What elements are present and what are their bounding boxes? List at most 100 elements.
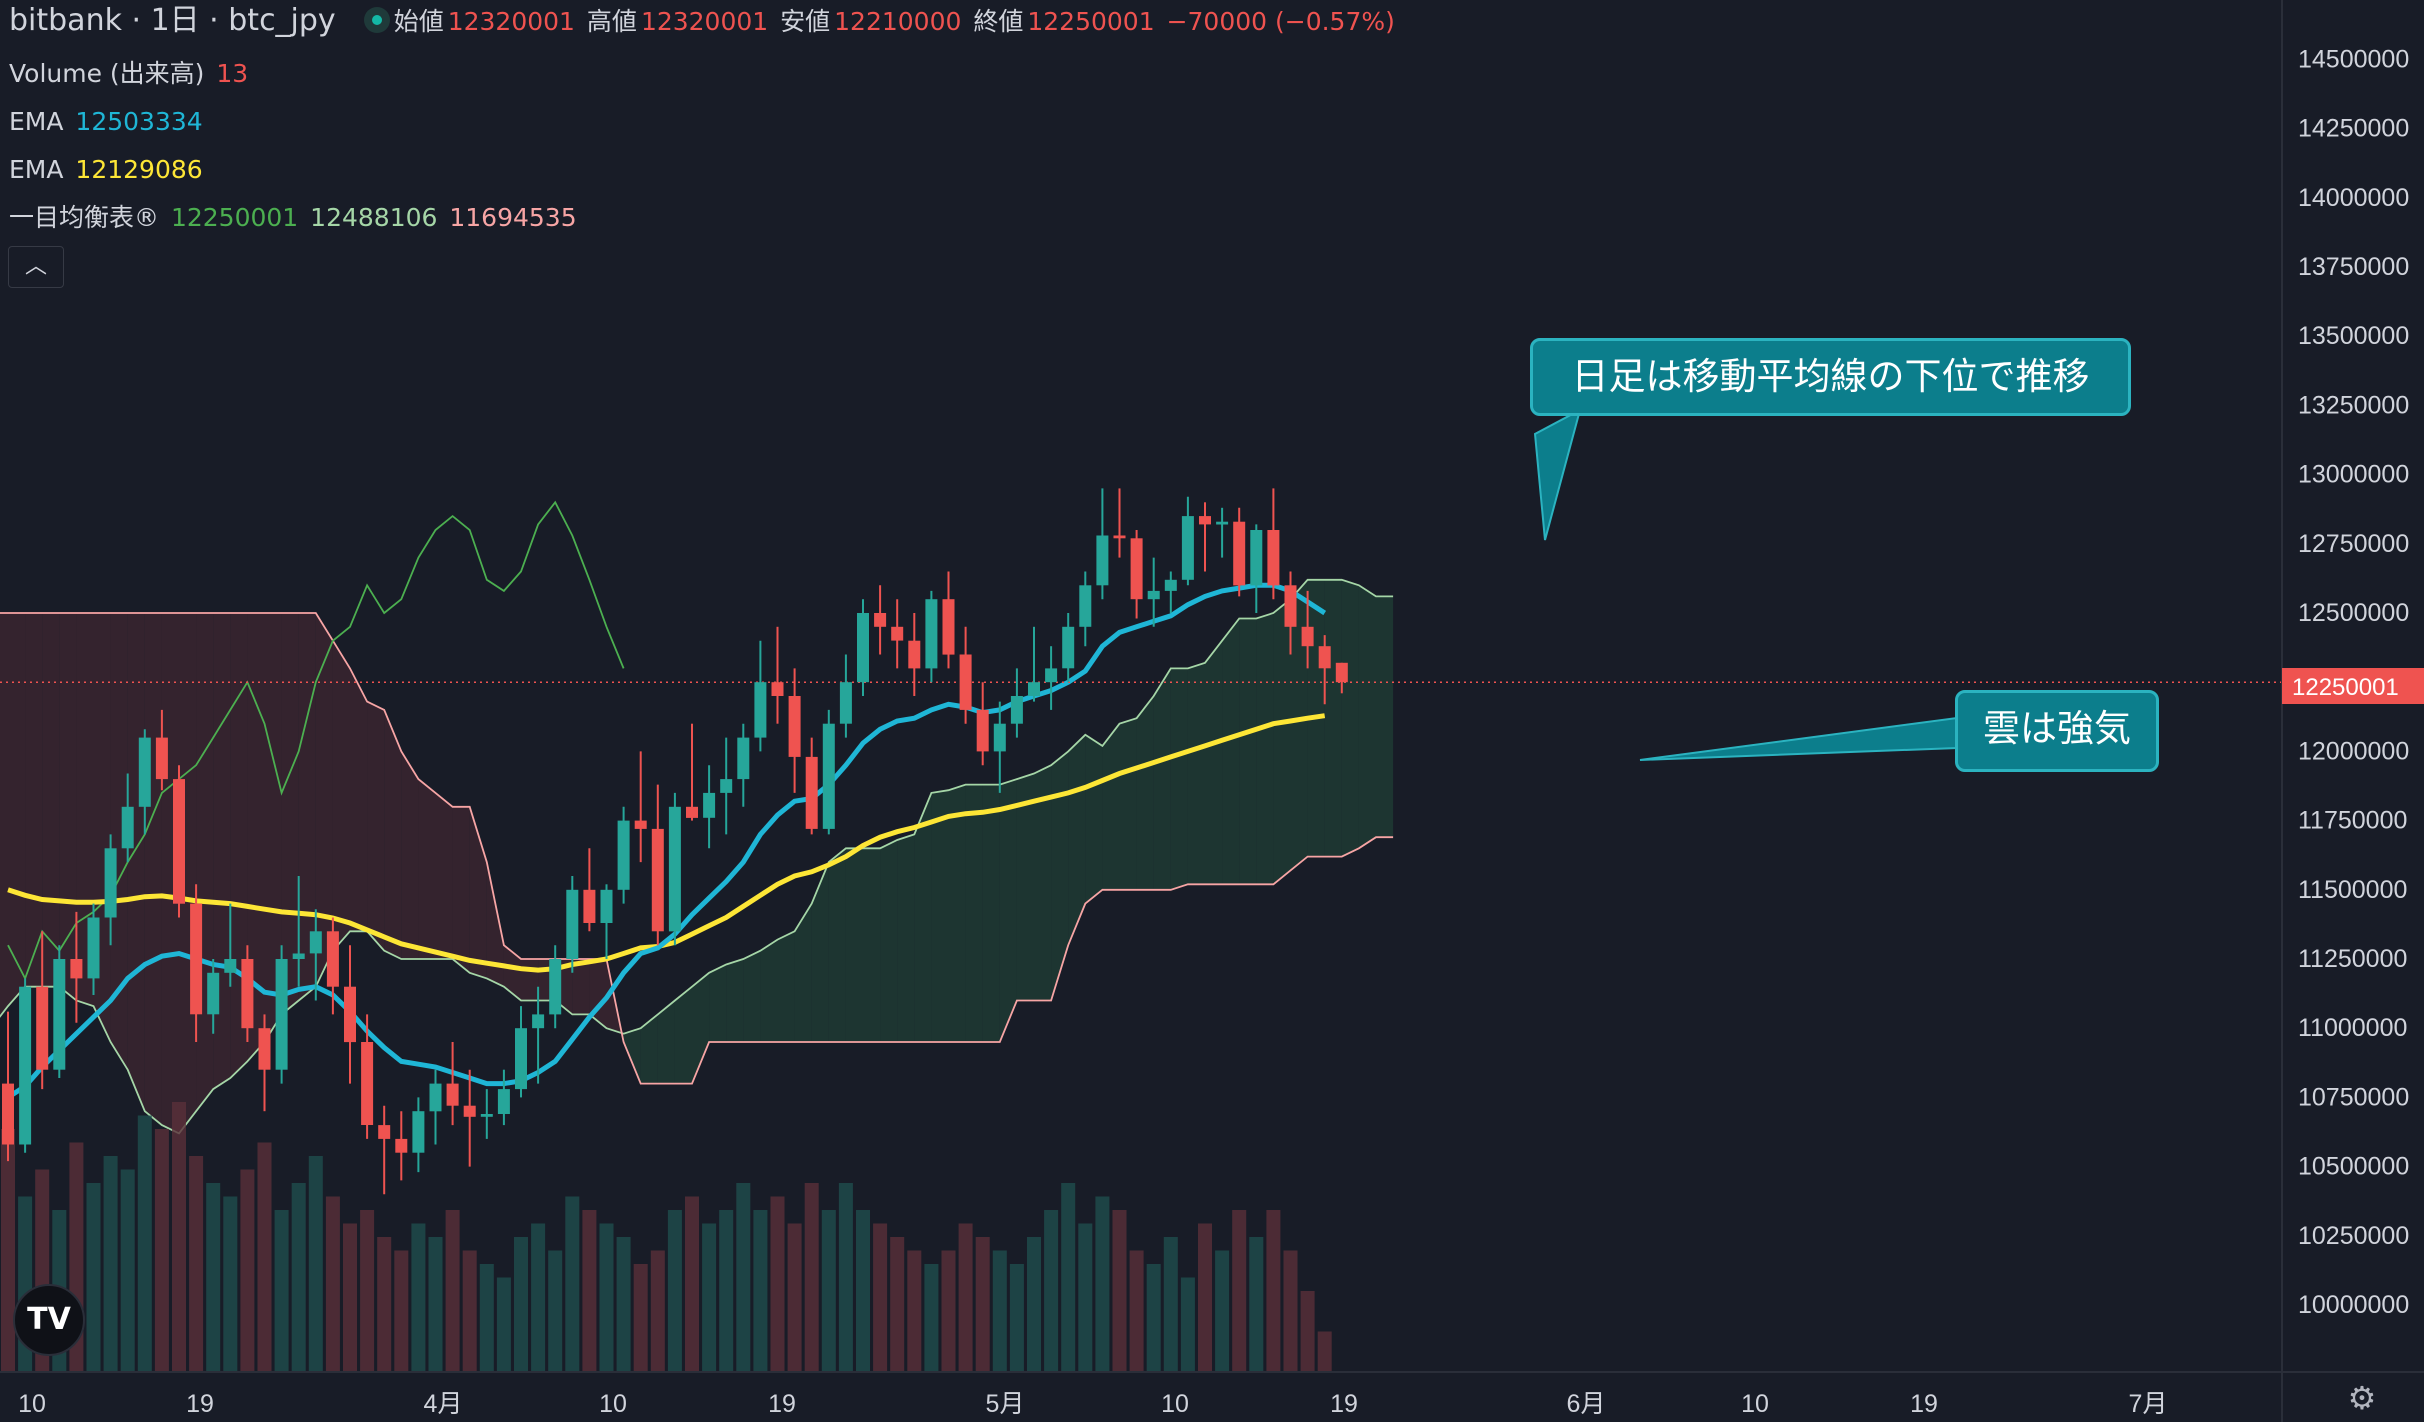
cloud-segment [794, 903, 812, 1042]
volume-bar [650, 1250, 665, 1372]
candle-body [1147, 590, 1160, 600]
volume-bar [753, 1210, 768, 1372]
candle-body [566, 889, 579, 959]
candle-body [959, 654, 972, 710]
volume-bar [770, 1196, 785, 1372]
candle-body [942, 599, 955, 655]
ema1-legend[interactable]: EMA 12503334 [9, 105, 207, 139]
cloud-segment [213, 613, 231, 1090]
current-price-tag: 12250001 [2292, 674, 2399, 701]
volume-bar [154, 1129, 169, 1372]
candle-body [241, 959, 254, 1029]
cloud-segment [657, 1000, 675, 1084]
symbol-title[interactable]: bitbank · 1日 · btc_jpy [9, 3, 336, 38]
cloud-segment [350, 668, 368, 932]
change-value: −70000 (−0.57%) [1166, 7, 1395, 36]
volume-bar [377, 1237, 392, 1372]
annotation-callout-1[interactable]: 日足は移動平均線の下位で推移 [1530, 338, 2131, 416]
x-tick-label: 10 [1161, 1390, 1189, 1418]
candle-body [1301, 626, 1314, 647]
volume-legend[interactable]: Volume (出来高) 13 [9, 57, 252, 91]
volume-bar [719, 1210, 734, 1372]
candle-body [1028, 682, 1040, 696]
volume-bar [1, 1129, 15, 1372]
annotation-callout-2[interactable]: 雲は強気 [1955, 690, 2159, 772]
close-label: 終値 [973, 7, 1024, 36]
cloud-segment [726, 959, 744, 1042]
cloud-segment [709, 964, 727, 1042]
y-tick-label: 14000000 [2298, 184, 2409, 212]
y-tick-label: 13750000 [2298, 253, 2409, 281]
x-tick-label: 4月 [424, 1390, 463, 1418]
cloud-segment [264, 613, 282, 1042]
y-tick-label: 13250000 [2298, 391, 2409, 419]
volume-bar [206, 1183, 221, 1372]
header-row: bitbank · 1日 · btc_jpy 始値 12320001 高値 12320… [9, 4, 1399, 39]
cloud-segment [880, 840, 898, 1042]
volume-bar [907, 1250, 922, 1372]
senkou-span-b [0, 612, 1394, 1085]
volume-bar [274, 1210, 289, 1372]
tradingview-logo[interactable]: TV [13, 1284, 85, 1356]
cloud-segment [1256, 613, 1274, 885]
y-tick-label: 12500000 [2298, 599, 2409, 627]
candle-body [651, 828, 664, 932]
ichimoku-legend[interactable]: 一目均衡表® 12250001 12488106 11694535 [9, 201, 581, 235]
volume-bar [804, 1183, 819, 1372]
cloud-segment [777, 931, 795, 1042]
x-tick-label: 10 [599, 1390, 627, 1418]
candle-body [857, 613, 869, 683]
cloud-segment [1273, 599, 1291, 885]
cloud-segment [1085, 734, 1103, 904]
candle-body [1096, 535, 1109, 586]
candle-body [224, 959, 237, 973]
collapse-legend-button[interactable]: ︿ [8, 246, 64, 288]
cloud-segment [59, 613, 77, 1001]
volume-bar [343, 1223, 357, 1372]
candle-body [121, 806, 134, 849]
candle-body [1130, 538, 1143, 600]
callout2-pointer [1639, 716, 1958, 761]
high-label: 高値 [586, 7, 637, 36]
y-tick-label: 11000000 [2298, 1014, 2407, 1042]
cloud-segment [640, 1014, 658, 1084]
volume-bar [1129, 1250, 1144, 1372]
cloud-segment [1119, 718, 1137, 890]
candle-body [378, 1125, 391, 1139]
volume-bar [838, 1183, 853, 1372]
candle-body [446, 1083, 459, 1106]
candle-body [891, 626, 904, 641]
callout1-pointer [1533, 408, 1582, 541]
candlesticks [2, 488, 1348, 1195]
x-tick-label: 10 [18, 1390, 46, 1418]
gear-icon[interactable]: ⚙ [2347, 1379, 2377, 1417]
candle-body [737, 737, 750, 780]
chevron-up-icon: ︿ [24, 254, 47, 279]
candle-body [1062, 626, 1075, 669]
volume-bar [1078, 1223, 1093, 1372]
cloud-segment [127, 613, 145, 1112]
volume-bar [1300, 1291, 1315, 1372]
cloud-segment [623, 1028, 641, 1084]
cloud-segment [897, 834, 915, 1042]
volume-bar [787, 1223, 802, 1372]
volume-bar [86, 1183, 101, 1372]
candle-body [668, 806, 681, 932]
candle-body [309, 931, 322, 954]
candle-body [874, 613, 887, 627]
cloud-segment [332, 640, 350, 951]
volume-bar [479, 1264, 494, 1372]
cloud-segment [1187, 662, 1205, 885]
x-tick-label: 19 [186, 1390, 214, 1418]
volume-bar [240, 1169, 255, 1372]
volume-bar [496, 1277, 511, 1372]
cloud-segment [948, 784, 966, 1042]
ema2-legend[interactable]: EMA 12129086 [9, 153, 207, 187]
candle-body [754, 682, 767, 738]
volume-bar [531, 1223, 546, 1372]
cloud-segment [1102, 723, 1120, 890]
cloud-segment [572, 959, 590, 1015]
candle-body [976, 709, 989, 752]
candle-body [361, 1042, 374, 1125]
